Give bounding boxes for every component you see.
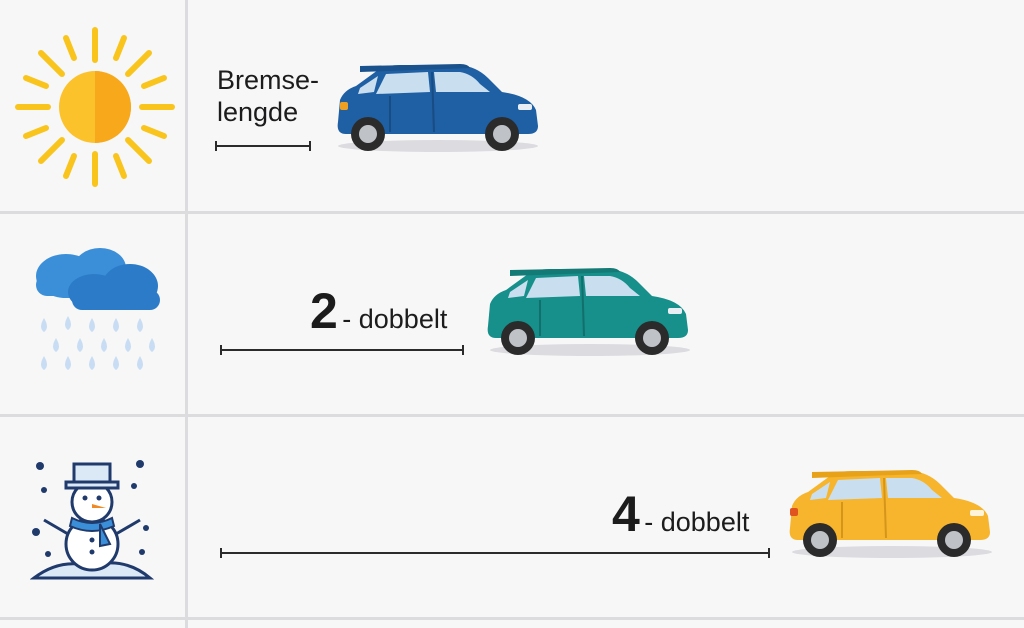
multiplier-suffix-rain: - dobbelt <box>342 304 448 334</box>
row-dry-conditions <box>0 0 1024 214</box>
multiplier-number-rain: 2 <box>310 283 338 339</box>
braking-distance-bar-dry <box>215 141 311 151</box>
car-blue-icon <box>337 64 538 152</box>
rain-cloud-icon <box>36 248 160 370</box>
column-divider <box>185 0 188 628</box>
braking-distance-bar-rain <box>220 345 464 355</box>
braking-distance-bar-snow <box>220 548 770 558</box>
multiplier-label-rain: 2 - dobbelt <box>310 286 447 336</box>
car-yellow-icon <box>789 470 992 558</box>
row-snow-conditions <box>0 417 1024 620</box>
braking-distance-label-line2: lengde <box>217 97 299 127</box>
multiplier-suffix-snow: - dobbelt <box>644 507 750 537</box>
row-rain-conditions <box>0 214 1024 417</box>
braking-distance-label: Bremse- lengde <box>217 64 319 128</box>
snowman-icon <box>30 460 154 580</box>
multiplier-label-snow: 4 - dobbelt <box>612 489 749 539</box>
multiplier-number-snow: 4 <box>612 486 640 542</box>
car-teal-icon <box>487 268 690 356</box>
sun-icon <box>15 27 175 187</box>
braking-distance-label-line1: Bremse- <box>217 65 320 95</box>
